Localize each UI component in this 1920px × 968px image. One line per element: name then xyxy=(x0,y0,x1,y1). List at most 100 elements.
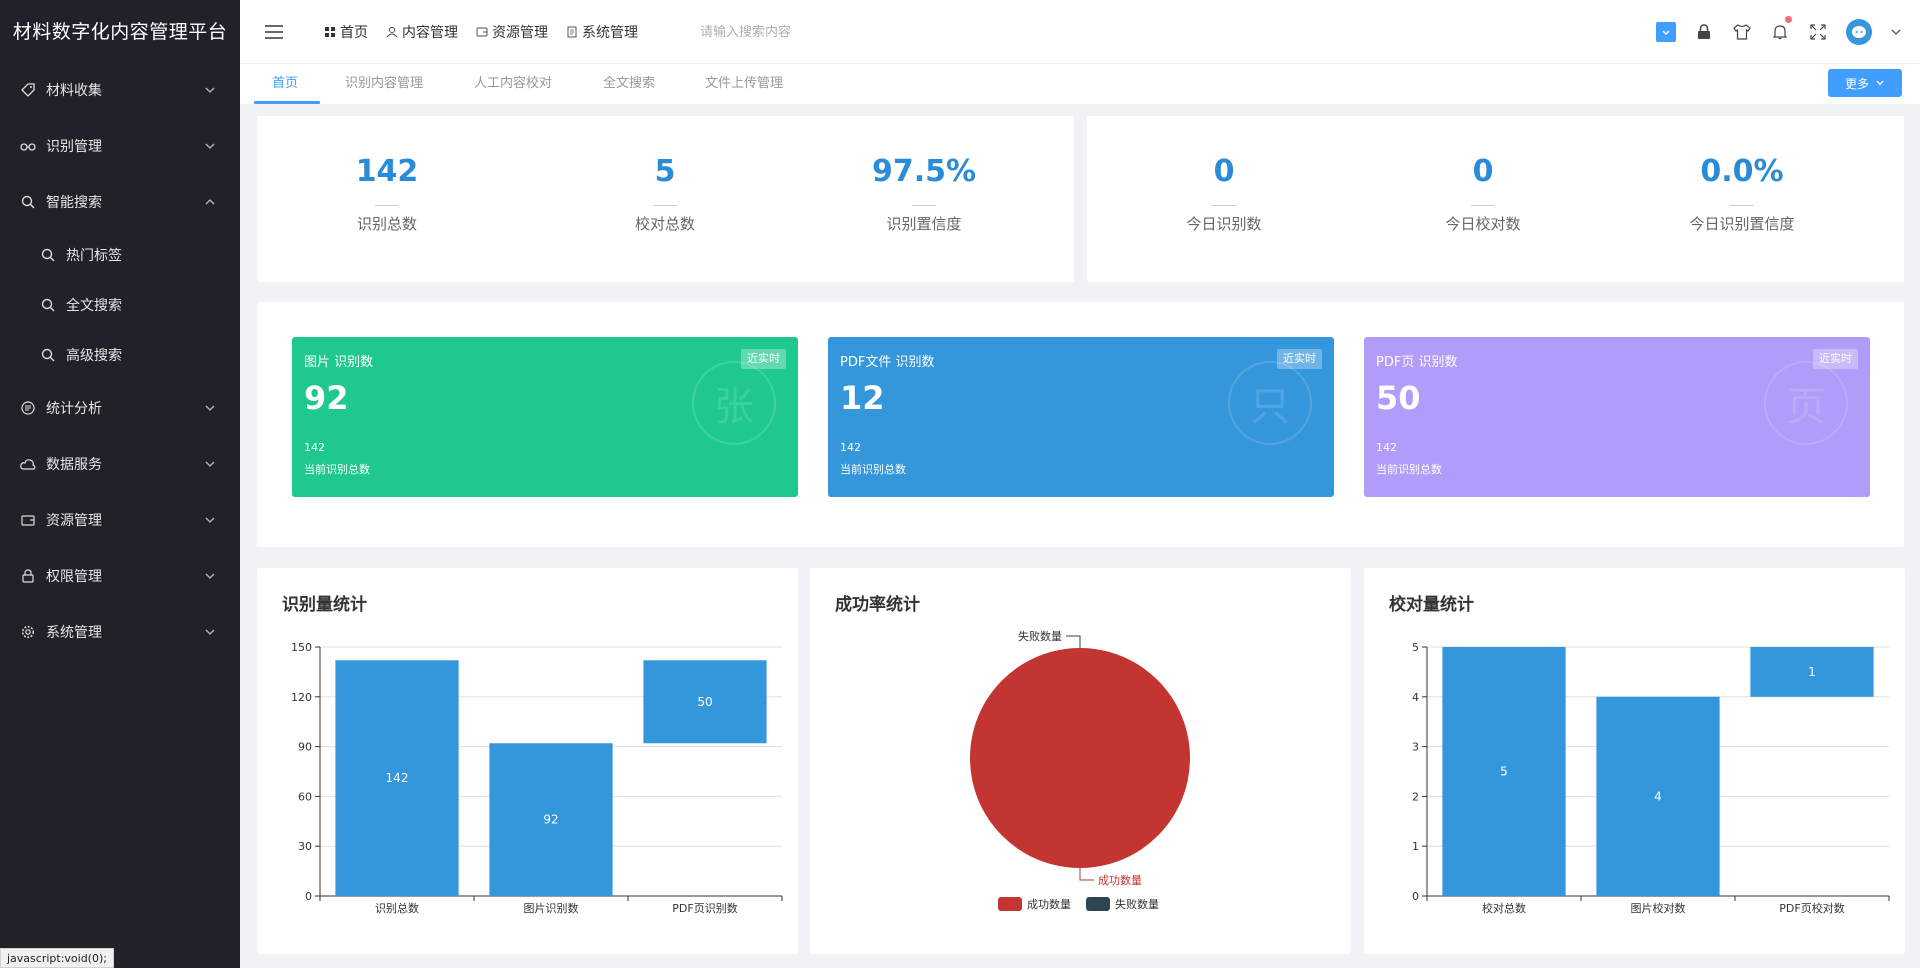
tile-badge: 近实时 xyxy=(1813,349,1858,369)
gear-icon xyxy=(20,624,36,640)
tile-image-recognition[interactable]: 图片 识别数 近实时 92 142 当前识别总数 张 xyxy=(292,337,798,497)
glasses-icon xyxy=(20,138,36,154)
tab-manual-proofread[interactable]: 人工内容校对 xyxy=(474,76,553,91)
sidebar-item-recognition[interactable]: 识别管理 xyxy=(0,118,240,174)
tile-pdf-file-recognition[interactable]: PDF文件 识别数 近实时 12 142 当前识别总数 只 xyxy=(828,337,1334,497)
x-tick-label: 图片校对数 xyxy=(1631,901,1686,915)
sidebar-subitem-fulltext-search[interactable]: 全文搜索 xyxy=(0,280,240,330)
tab-fulltext-search[interactable]: 全文搜索 xyxy=(603,76,656,91)
sidebar-subitem-label: 热门标签 xyxy=(66,248,122,264)
wallet-icon xyxy=(20,512,36,528)
more-button[interactable]: 更多 xyxy=(1828,69,1902,97)
tile-watermark-icon: 张 xyxy=(692,361,776,445)
lock-screen-icon[interactable] xyxy=(1694,22,1714,42)
sidebar-item-data-service[interactable]: 数据服务 xyxy=(0,436,240,492)
y-tick-label: 60 xyxy=(298,790,312,803)
sidebar-item-label: 统计分析 xyxy=(46,401,102,417)
tile-sub-value: 142 xyxy=(840,441,861,454)
chart-icon xyxy=(20,400,36,416)
tile-badge: 近实时 xyxy=(741,349,786,369)
tile-sub-value: 142 xyxy=(1376,441,1397,454)
stat-label: 校对总数 xyxy=(634,215,695,233)
sidebar-item-label: 数据服务 xyxy=(46,457,102,473)
stat-value: 142 xyxy=(355,154,419,189)
theme-toggle-icon[interactable] xyxy=(1656,22,1676,42)
y-tick-label: 120 xyxy=(291,691,312,704)
skin-icon[interactable] xyxy=(1732,22,1752,42)
notification-dot xyxy=(1785,16,1792,23)
bar xyxy=(1750,647,1874,697)
sidebar-item-label: 识别管理 xyxy=(46,139,102,155)
topnav-label: 系统管理 xyxy=(582,25,638,41)
fullscreen-icon[interactable] xyxy=(1808,22,1828,42)
tabs-bar: 首页 识别内容管理 人工内容校对 全文搜索 文件上传管理 更多 xyxy=(240,64,1920,104)
tile-pdf-page-recognition[interactable]: PDF页 识别数 近实时 50 142 当前识别总数 页 xyxy=(1364,337,1870,497)
x-tick-label: 校对总数 xyxy=(1482,901,1526,915)
sidebar-subitem-label: 高级搜索 xyxy=(66,348,122,364)
sidebar-subitem-advanced-search[interactable]: 高级搜索 xyxy=(0,330,240,380)
sidebar-subitem-hot-tags[interactable]: 热门标签 xyxy=(0,230,240,280)
avatar[interactable] xyxy=(1846,19,1872,45)
bar xyxy=(1596,696,1720,896)
search-icon xyxy=(40,297,56,313)
sidebar-item-label: 系统管理 xyxy=(46,625,102,641)
tile-watermark-icon: 只 xyxy=(1228,361,1312,445)
bar xyxy=(643,660,767,744)
chevron-down-icon xyxy=(205,143,215,149)
chevron-up-icon xyxy=(205,199,215,205)
sidebar-item-permission[interactable]: 权限管理 xyxy=(0,548,240,604)
x-tick-label: 识别总数 xyxy=(375,901,419,915)
tile-sub-label: 当前识别总数 xyxy=(304,463,370,476)
sidebar-item-system[interactable]: 系统管理 xyxy=(0,604,240,660)
brand-title: 材料数字化内容管理平台 xyxy=(12,21,228,43)
bar-data-label: 4 xyxy=(1654,789,1662,803)
chevron-down-icon[interactable] xyxy=(1890,26,1902,38)
sidebar-item-statistics[interactable]: 统计分析 xyxy=(0,380,240,436)
y-tick-label: 0 xyxy=(305,890,312,903)
bell-icon[interactable] xyxy=(1770,16,1792,42)
tab-recognition-content[interactable]: 识别内容管理 xyxy=(345,76,424,91)
sidebar-item-resource[interactable]: 资源管理 xyxy=(0,492,240,548)
search-input[interactable] xyxy=(700,20,920,44)
tag-icon xyxy=(20,82,36,98)
sidebar-item-smart-search[interactable]: 智能搜索 xyxy=(0,174,240,230)
topnav-content[interactable]: 内容管理 xyxy=(386,22,458,42)
stat-label: 今日识别数 xyxy=(1186,215,1262,233)
cloud-icon xyxy=(20,456,36,472)
stat-recognize-total: 142 识别总数 xyxy=(257,116,517,234)
chart-card-success-rate: 成功率统计 成功数量 失败数量 成功数量 失败数量 xyxy=(810,568,1351,954)
tile-title: PDF页 识别数 xyxy=(1376,355,1458,370)
tile-watermark-icon: 页 xyxy=(1764,361,1848,445)
grid-icon xyxy=(325,27,335,37)
topnav-label: 内容管理 xyxy=(402,25,458,41)
pie-leader-line xyxy=(1066,635,1081,648)
stat-value: 5 xyxy=(654,154,676,189)
pie-slice-label: 成功数量 xyxy=(1098,874,1142,887)
x-tick-label: PDF页校对数 xyxy=(1779,901,1844,915)
lock-icon xyxy=(20,568,36,584)
tab-file-upload[interactable]: 文件上传管理 xyxy=(705,76,784,91)
tab-active-indicator xyxy=(254,101,320,104)
y-tick-label: 150 xyxy=(291,641,312,654)
tab-home[interactable]: 首页 xyxy=(272,76,299,91)
topnav-home[interactable]: 首页 xyxy=(324,22,368,42)
bar-data-label: 142 xyxy=(386,771,409,785)
hamburger-menu-icon[interactable] xyxy=(264,22,284,42)
tile-value: 92 xyxy=(304,379,349,417)
stat-value: 0.0% xyxy=(1700,154,1784,189)
stat-value: 0 xyxy=(1472,154,1494,189)
tile-sub-label: 当前识别总数 xyxy=(1376,463,1442,476)
topnav-label: 首页 xyxy=(340,25,368,41)
tile-value: 12 xyxy=(840,379,885,417)
tile-badge: 近实时 xyxy=(1277,349,1322,369)
pie-slice xyxy=(970,648,1190,868)
stats-card-total: 142 识别总数 5 校对总数 97.5% 识别置信度 xyxy=(257,116,1074,282)
stat-today-proofread: 0 今日校对数 xyxy=(1353,116,1613,234)
topnav-system[interactable]: 系统管理 xyxy=(566,22,638,42)
topnav-resource[interactable]: 资源管理 xyxy=(476,22,548,42)
user-icon xyxy=(386,27,398,38)
x-tick-label: 图片识别数 xyxy=(524,902,579,915)
divider xyxy=(1212,205,1236,206)
sidebar-item-material-collect[interactable]: 材料收集 xyxy=(0,62,240,118)
